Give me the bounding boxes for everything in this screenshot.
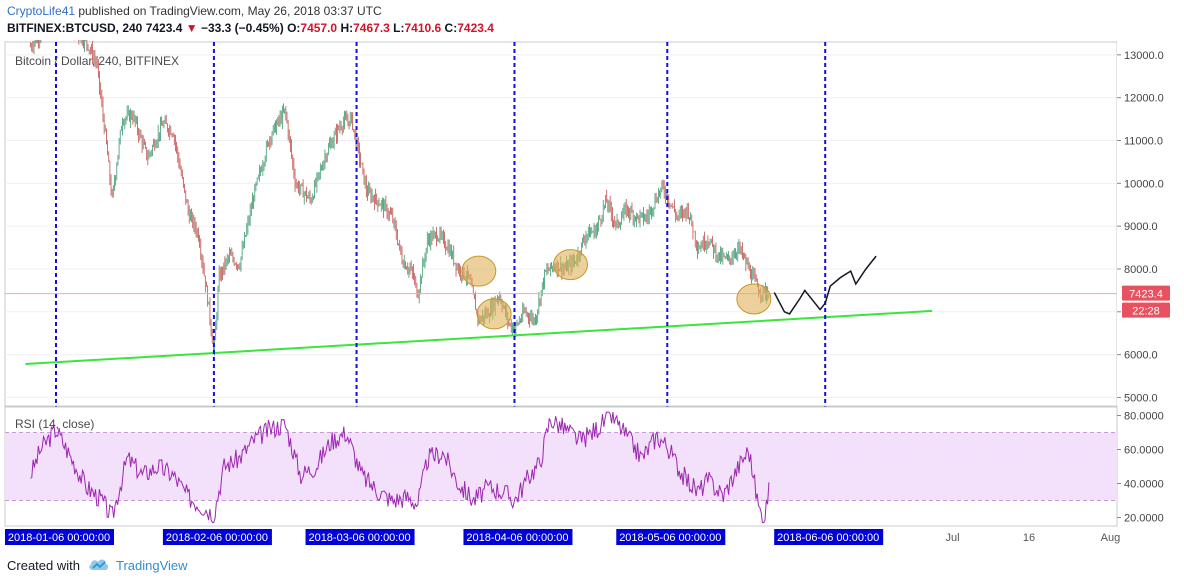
time-axis[interactable]: 2018-01-06 00:00:00 2018-02-06 00:00:00 20… — [5, 529, 1120, 545]
last-price-badge — [1122, 285, 1170, 301]
tradingview-cloud-icon — [88, 557, 110, 574]
price-axis[interactable]: 13000.0 12000.0 11000.0 10000.0 9000.0 8000.0… — [1117, 42, 1177, 406]
price-tick-label: 8000.0 — [1124, 264, 1158, 276]
time-axis-label: 2018-03-06 00:00:00 — [308, 532, 410, 544]
tradingview-brand-link[interactable]: TradingView — [115, 558, 188, 573]
open-label: O: — [287, 21, 301, 35]
price-axis-background — [1117, 42, 1177, 406]
publish-text: published on TradingView.com, May 26, 20… — [75, 4, 382, 18]
highlight-ellipse — [552, 249, 588, 281]
time-axis-date-badge — [162, 529, 272, 545]
rsi-pane-title: RSI (14, close) — [15, 417, 94, 431]
time-axis-date-badge — [463, 529, 573, 545]
rsi-line — [30, 411, 770, 524]
price-tick-label: 10000.0 — [1124, 178, 1164, 190]
rsi-tick-label: 60.0000 — [1124, 445, 1164, 457]
symbol-name[interactable]: BITFINEX:BTCUSD, 240 — [7, 21, 143, 35]
rsi-band — [5, 432, 1117, 501]
close-label: C: — [444, 21, 458, 35]
price-tick-label: 12000.0 — [1124, 93, 1164, 105]
author-link[interactable]: CryptoLife41 — [7, 4, 76, 18]
highlight-ellipses[interactable] — [461, 249, 772, 330]
open-value: 7457.0 — [300, 21, 338, 35]
created-with-text: Created with — [7, 558, 80, 573]
time-axis-date-badge — [774, 529, 884, 545]
price-tick-label: 9000.0 — [1124, 221, 1158, 233]
main-pane-title: Bitcoin / Dollar, 240, BITFINEX — [15, 54, 179, 68]
time-axis-label: Aug — [1101, 532, 1121, 544]
countdown-badge-text: 22:28 — [1132, 306, 1160, 318]
low-label: L: — [393, 21, 405, 35]
symbol-info-bar: BITFINEX:BTCUSD, 240 7423.4 ▼ −33.3 (−0.… — [7, 21, 494, 35]
highlight-ellipse — [461, 255, 497, 287]
cycle-lines[interactable] — [55, 42, 827, 526]
projection-path[interactable] — [773, 255, 877, 315]
high-value: 7467.3 — [353, 21, 390, 35]
price-tick-label: 5000.0 — [1124, 392, 1158, 404]
rsi-tick-label: 20.0000 — [1124, 513, 1164, 525]
time-axis-label: 2018-04-06 00:00:00 — [466, 532, 568, 544]
low-value: 7410.6 — [404, 21, 442, 35]
time-axis-label: 16 — [1023, 532, 1035, 544]
btc-chart[interactable]: Bitcoin / Dollar, 240, BITFINEX 13000.01… — [0, 40, 1184, 548]
time-axis-label: 2018-02-06 00:00:00 — [166, 532, 268, 544]
footer: Created with TradingView — [7, 557, 188, 574]
time-axis-label: 2018-01-06 00:00:00 — [8, 532, 110, 544]
time-axis-label: 2018-05-06 00:00:00 — [619, 532, 721, 544]
price-tick-label: 11000.0 — [1124, 135, 1163, 147]
support-trendline[interactable] — [25, 309, 933, 366]
time-axis-date-badge — [616, 529, 726, 545]
highlight-ellipse — [736, 283, 772, 315]
price-tick-label: 13000.0 — [1124, 50, 1164, 62]
rsi-tick-label: 40.0000 — [1124, 479, 1164, 491]
time-axis-date-badge — [5, 529, 114, 545]
countdown-badge — [1122, 302, 1170, 318]
price-change: −33.3 (−0.45%) — [200, 21, 284, 35]
main-pane[interactable]: Bitcoin / Dollar, 240, BITFINEX — [4, 40, 1118, 526]
down-arrow-icon: ▼ — [185, 21, 198, 35]
time-axis-label: 2018-06-06 00:00:00 — [777, 532, 879, 544]
last-price: 7423.4 — [145, 21, 183, 35]
price-axis-ticks: 13000.0 12000.0 11000.0 10000.0 9000.0 8000.0… — [1117, 50, 1164, 404]
rsi-pane[interactable]: RSI (14, close) 80.0000 60.0000 40.0000 20.… — [4, 406, 1164, 527]
high-label: H: — [340, 21, 354, 35]
publish-info: CryptoLife41 published on TradingView.co… — [7, 4, 382, 18]
main-pane-background — [4, 41, 1118, 407]
rsi-axis-ticks: 80.0000 60.0000 40.0000 20.0000 — [1117, 411, 1164, 525]
rsi-tick-label: 80.0000 — [1124, 411, 1164, 423]
last-price-badge-text: 7423.4 — [1129, 289, 1163, 301]
time-axis-date-badge — [305, 529, 415, 545]
close-value: 7423.4 — [457, 21, 494, 35]
price-tick-label: 6000.0 — [1124, 350, 1158, 362]
time-axis-label: Jul — [946, 532, 960, 544]
highlight-ellipse — [476, 298, 512, 330]
